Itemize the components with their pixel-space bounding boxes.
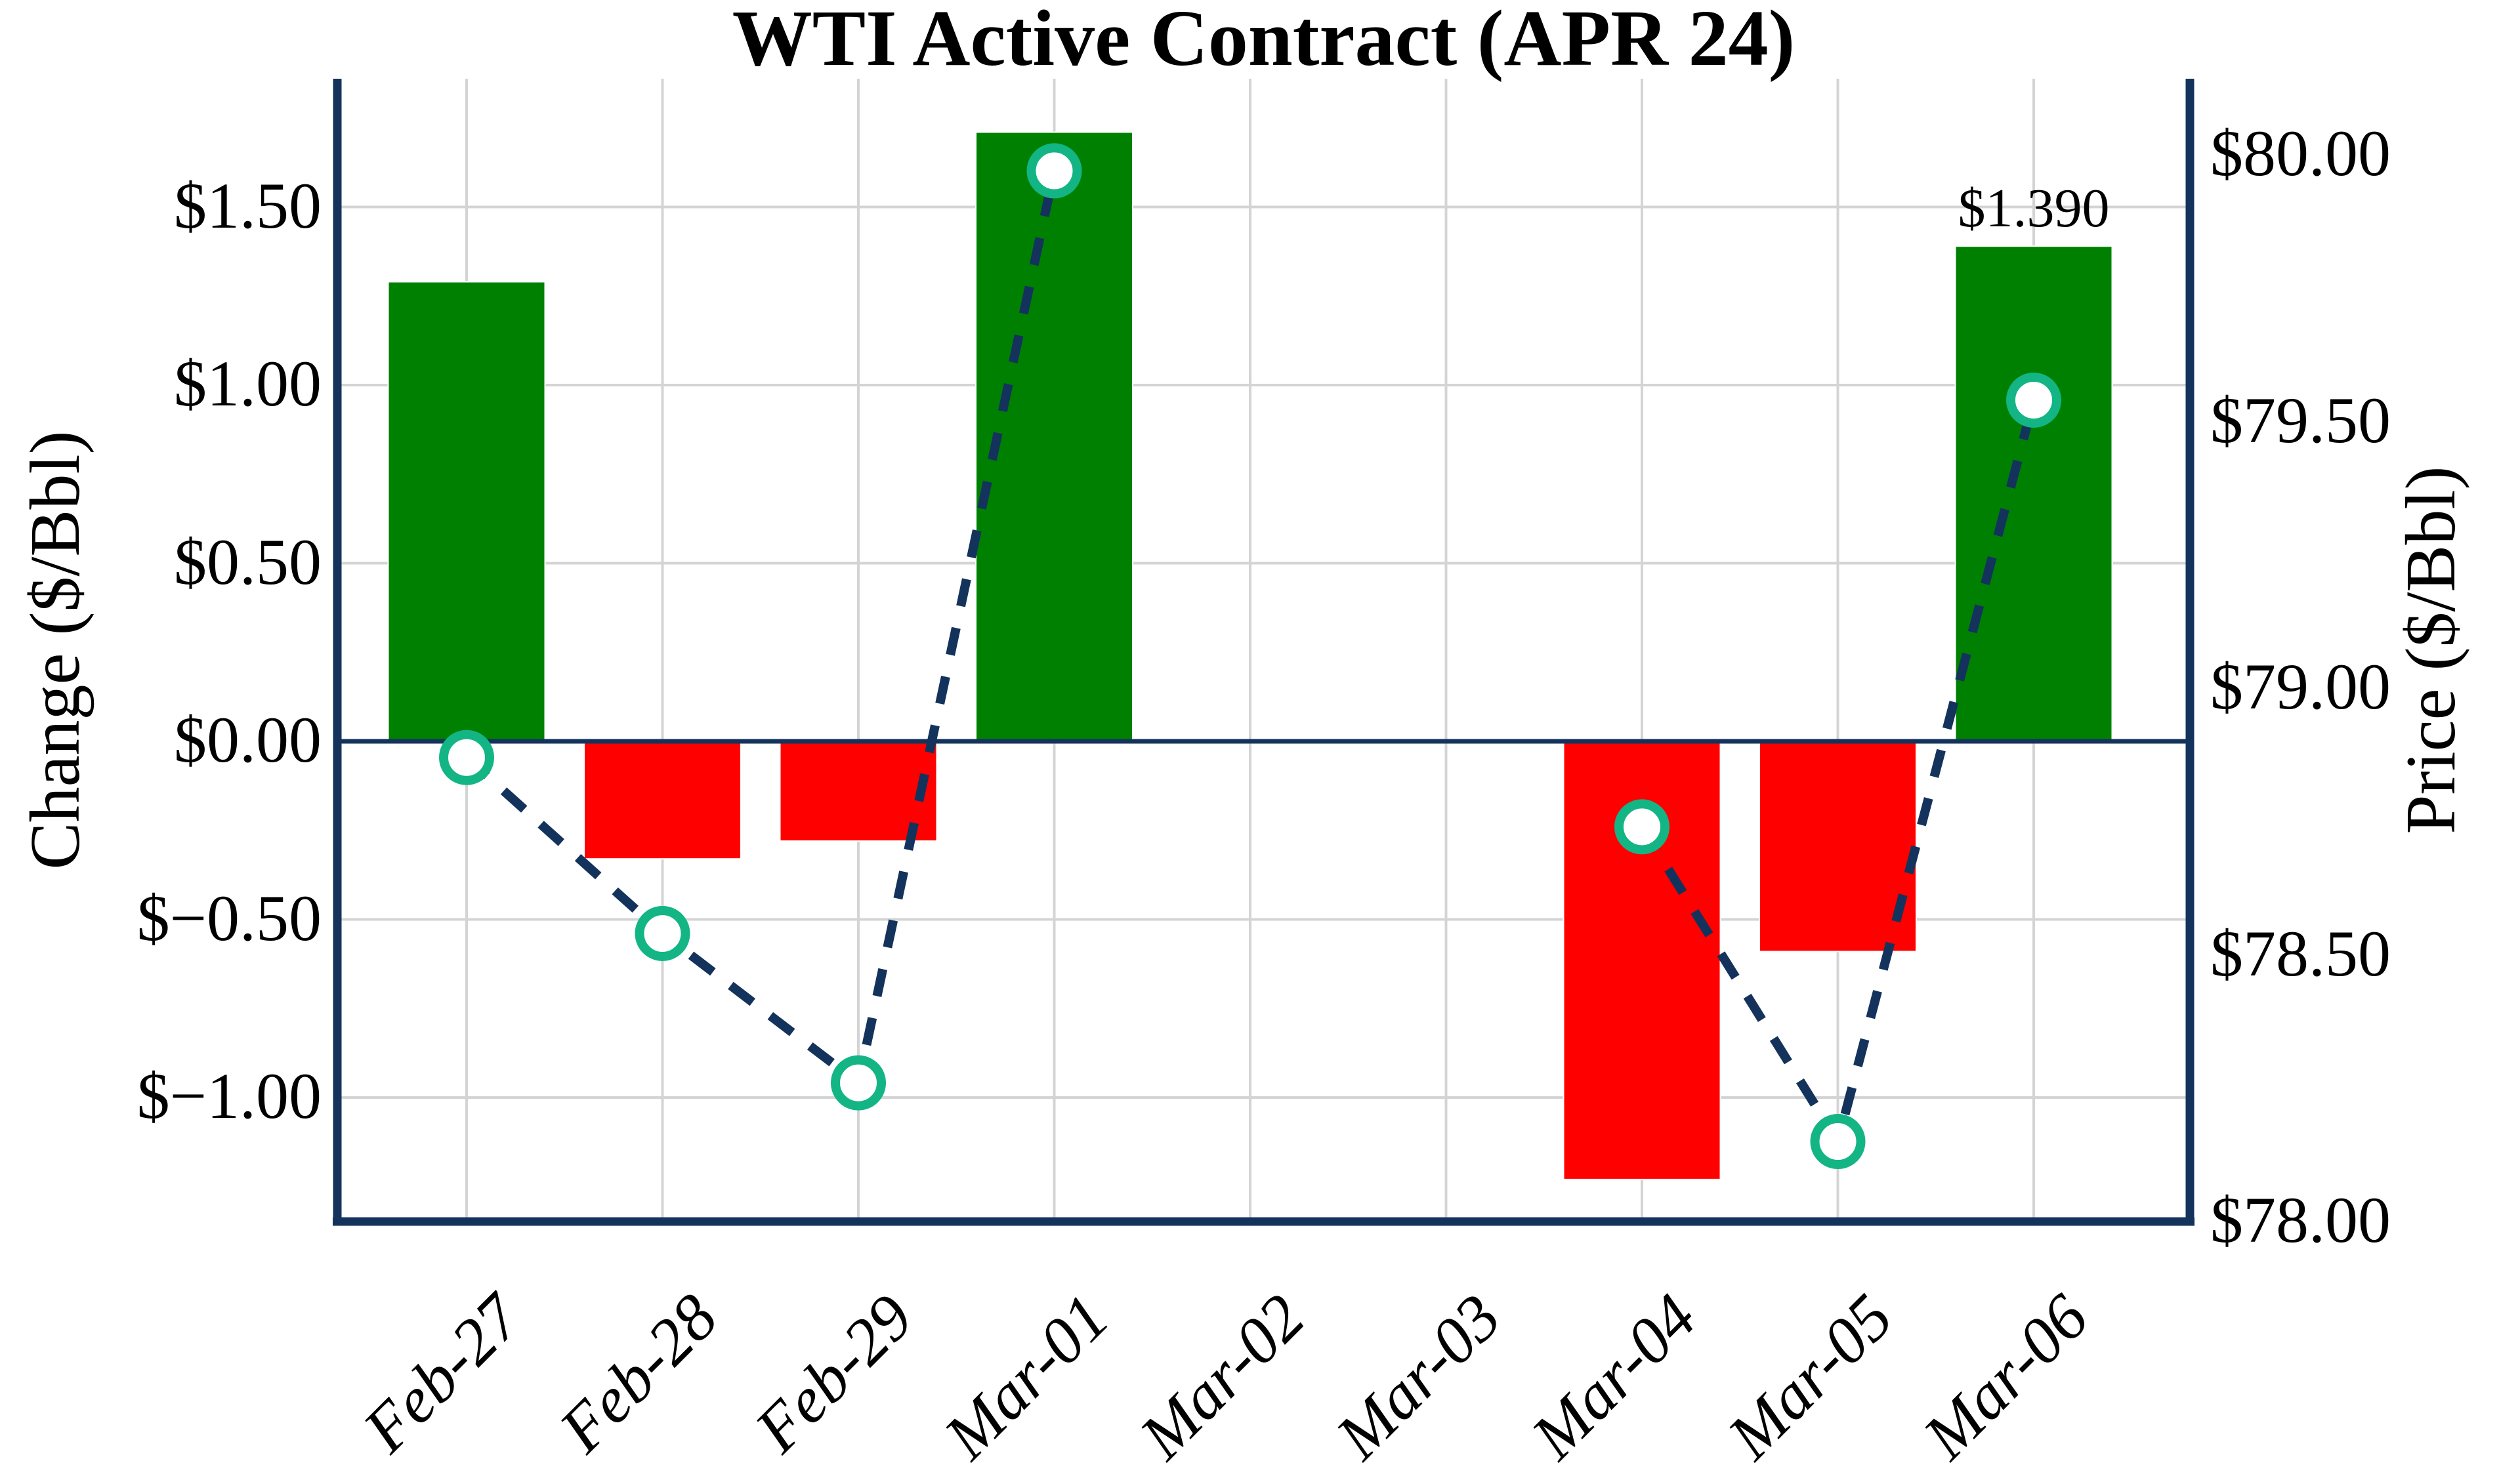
left-axis-tick-1: $1.00 — [174, 347, 322, 420]
right-axis-tick-80: $80.00 — [2210, 117, 2391, 190]
price-marker-mar-06 — [2006, 372, 2061, 428]
price-marker-feb-29 — [831, 1055, 886, 1111]
price-marker-mar-01 — [1026, 143, 1082, 199]
bar-mar-01 — [975, 131, 1133, 743]
price-marker-feb-28 — [635, 905, 690, 961]
right-axis-tick-79.5: $79.50 — [2210, 383, 2391, 457]
right-axis-title: Price ($/Bbl) — [2392, 466, 2470, 834]
left-axis-title: Change ($/Bbl) — [16, 430, 94, 870]
price-marker-mar-04 — [1614, 799, 1670, 855]
price-marker-feb-27 — [439, 730, 494, 785]
left-axis-tick--1: $−1.00 — [136, 1059, 322, 1132]
chart-title: WTI Active Contract (APR 24) — [732, 0, 1796, 83]
bar-feb-27 — [387, 281, 546, 742]
right-axis-tick-79: $79.00 — [2210, 650, 2391, 723]
right-axis-tick-78: $78.00 — [2210, 1183, 2391, 1256]
right-axis-tick-78.5: $78.50 — [2210, 916, 2391, 990]
left-axis-tick-0.5: $0.50 — [174, 525, 322, 598]
price-marker-mar-05 — [1810, 1114, 1866, 1170]
bar-feb-28 — [583, 741, 742, 860]
left-axis-tick-1.5: $1.50 — [174, 169, 322, 242]
left-axis-tick--0.5: $−0.50 — [136, 881, 322, 955]
bar-mar-05 — [1759, 741, 1917, 953]
bar-mar-06 — [1954, 245, 2113, 743]
bar-value-annotation: $1.390 — [1958, 178, 2110, 239]
left-axis-tick-0: $0.00 — [174, 703, 322, 776]
price-line-segment — [463, 169, 1059, 1091]
